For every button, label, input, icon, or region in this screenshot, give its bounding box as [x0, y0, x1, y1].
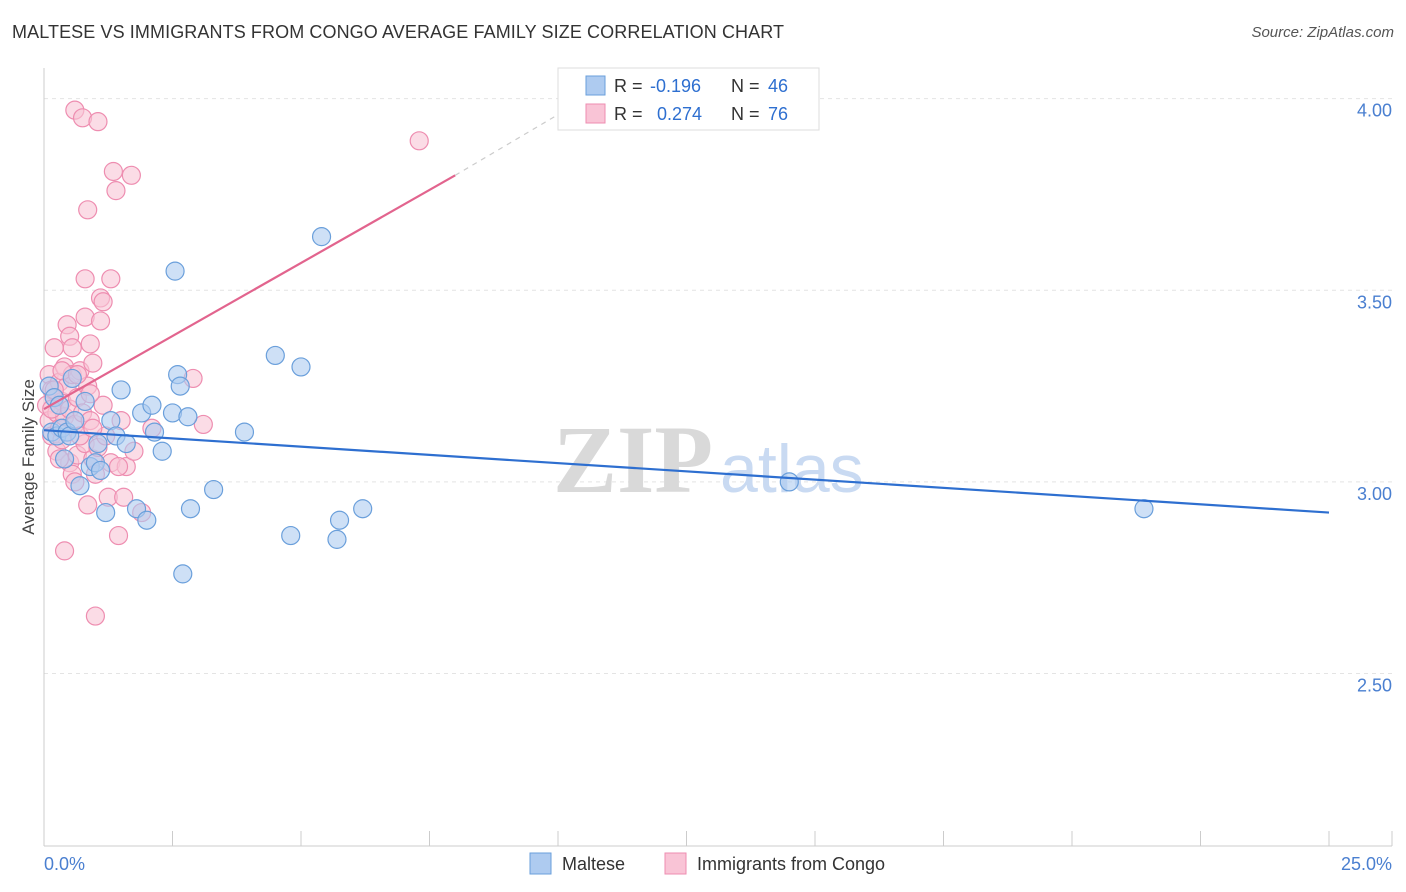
point-maltese — [170, 376, 190, 396]
point-maltese — [234, 422, 255, 442]
y-tick-label: 2.50 — [1357, 676, 1392, 696]
point-maltese — [291, 357, 311, 377]
point-congo — [114, 487, 134, 507]
point-congo — [90, 311, 111, 331]
y-tick-label: 3.00 — [1357, 484, 1392, 504]
chart-title: MALTESE VS IMMIGRANTS FROM CONGO AVERAGE… — [12, 22, 785, 42]
point-congo — [93, 395, 113, 415]
stats-n-label: N = — [731, 76, 760, 96]
point-congo — [121, 165, 141, 185]
point-maltese — [65, 410, 85, 431]
stats-r-value: 0.274 — [657, 104, 702, 124]
point-congo — [85, 606, 106, 626]
stats-legend: R = -0.196 N = 46 R = 0.274 N = 76 — [557, 67, 820, 131]
point-maltese — [327, 529, 347, 549]
legend-label-congo: Immigrants from Congo — [697, 854, 885, 874]
point-maltese — [116, 433, 136, 454]
gridlines — [44, 98, 1392, 675]
point-maltese — [49, 395, 70, 415]
point-maltese — [88, 433, 108, 454]
point-maltese — [281, 525, 301, 546]
y-tick-label: 3.50 — [1357, 292, 1392, 312]
point-congo — [409, 131, 429, 151]
point-maltese — [204, 479, 224, 500]
watermark: ZIP atlas — [553, 406, 864, 513]
point-congo — [78, 495, 98, 515]
trend-line-congo-extension — [454, 101, 579, 176]
point-congo — [108, 456, 129, 477]
watermark-atlas: atlas — [720, 431, 864, 507]
legend-label-maltese: Maltese — [562, 854, 625, 874]
axes — [43, 68, 1392, 847]
point-congo — [80, 334, 100, 354]
source-label: Source: ZipAtlas.com — [1251, 24, 1394, 41]
point-congo — [62, 338, 82, 358]
y-axis-label: Average Family Size — [19, 379, 38, 535]
stats-r-label: R = — [614, 104, 643, 124]
point-congo — [88, 112, 108, 132]
x-ticks — [43, 831, 1393, 846]
point-maltese — [54, 449, 75, 469]
stats-n-label: N = — [731, 104, 760, 124]
point-maltese — [70, 476, 90, 496]
point-maltese — [75, 391, 95, 412]
y-tick-label: 4.00 — [1357, 101, 1392, 121]
y-tick-labels: 2.50 3.00 3.50 4.00 — [1357, 101, 1392, 696]
point-maltese — [173, 564, 193, 584]
stats-r-value: -0.196 — [650, 76, 701, 96]
point-maltese — [152, 441, 172, 461]
point-maltese — [178, 407, 198, 427]
point-congo — [193, 414, 213, 435]
point-congo — [103, 161, 123, 182]
stats-legend-swatch-congo — [585, 103, 606, 124]
series-legend: Maltese Immigrants from Congo — [529, 852, 885, 875]
point-congo — [108, 525, 129, 546]
stats-n-value: 46 — [768, 76, 788, 96]
point-maltese — [96, 502, 116, 523]
stats-legend-swatch-maltese — [585, 75, 606, 96]
legend-swatch-maltese — [529, 852, 552, 875]
point-congo — [54, 541, 75, 561]
point-maltese — [180, 499, 201, 519]
point-congo — [78, 200, 98, 220]
series-maltese-points — [39, 227, 1154, 584]
point-congo — [83, 353, 103, 373]
point-maltese — [779, 472, 799, 492]
point-maltese — [265, 345, 285, 366]
legend-swatch-congo — [664, 852, 687, 875]
trend-lines — [43, 101, 1330, 514]
point-congo — [75, 269, 95, 289]
point-maltese — [111, 380, 131, 400]
point-congo — [93, 292, 113, 312]
watermark-zip: ZIP — [553, 406, 713, 513]
point-congo — [106, 181, 126, 201]
series-congo-points — [36, 100, 429, 626]
point-maltese — [165, 261, 185, 281]
point-maltese — [353, 499, 373, 519]
point-maltese — [142, 395, 162, 415]
stats-n-value: 76 — [768, 104, 788, 124]
point-maltese — [137, 510, 157, 530]
point-maltese — [90, 460, 111, 481]
point-congo — [44, 338, 64, 358]
trend-line-maltese — [43, 429, 1330, 514]
point-maltese — [311, 227, 332, 247]
stats-r-label: R = — [614, 76, 643, 96]
point-maltese — [1134, 499, 1154, 519]
point-maltese — [329, 510, 350, 530]
x-tick-label-min: 0.0% — [44, 854, 85, 874]
x-tick-label-max: 25.0% — [1341, 854, 1392, 874]
trend-line-congo — [43, 174, 456, 411]
point-congo — [101, 269, 121, 289]
point-maltese — [62, 368, 82, 389]
